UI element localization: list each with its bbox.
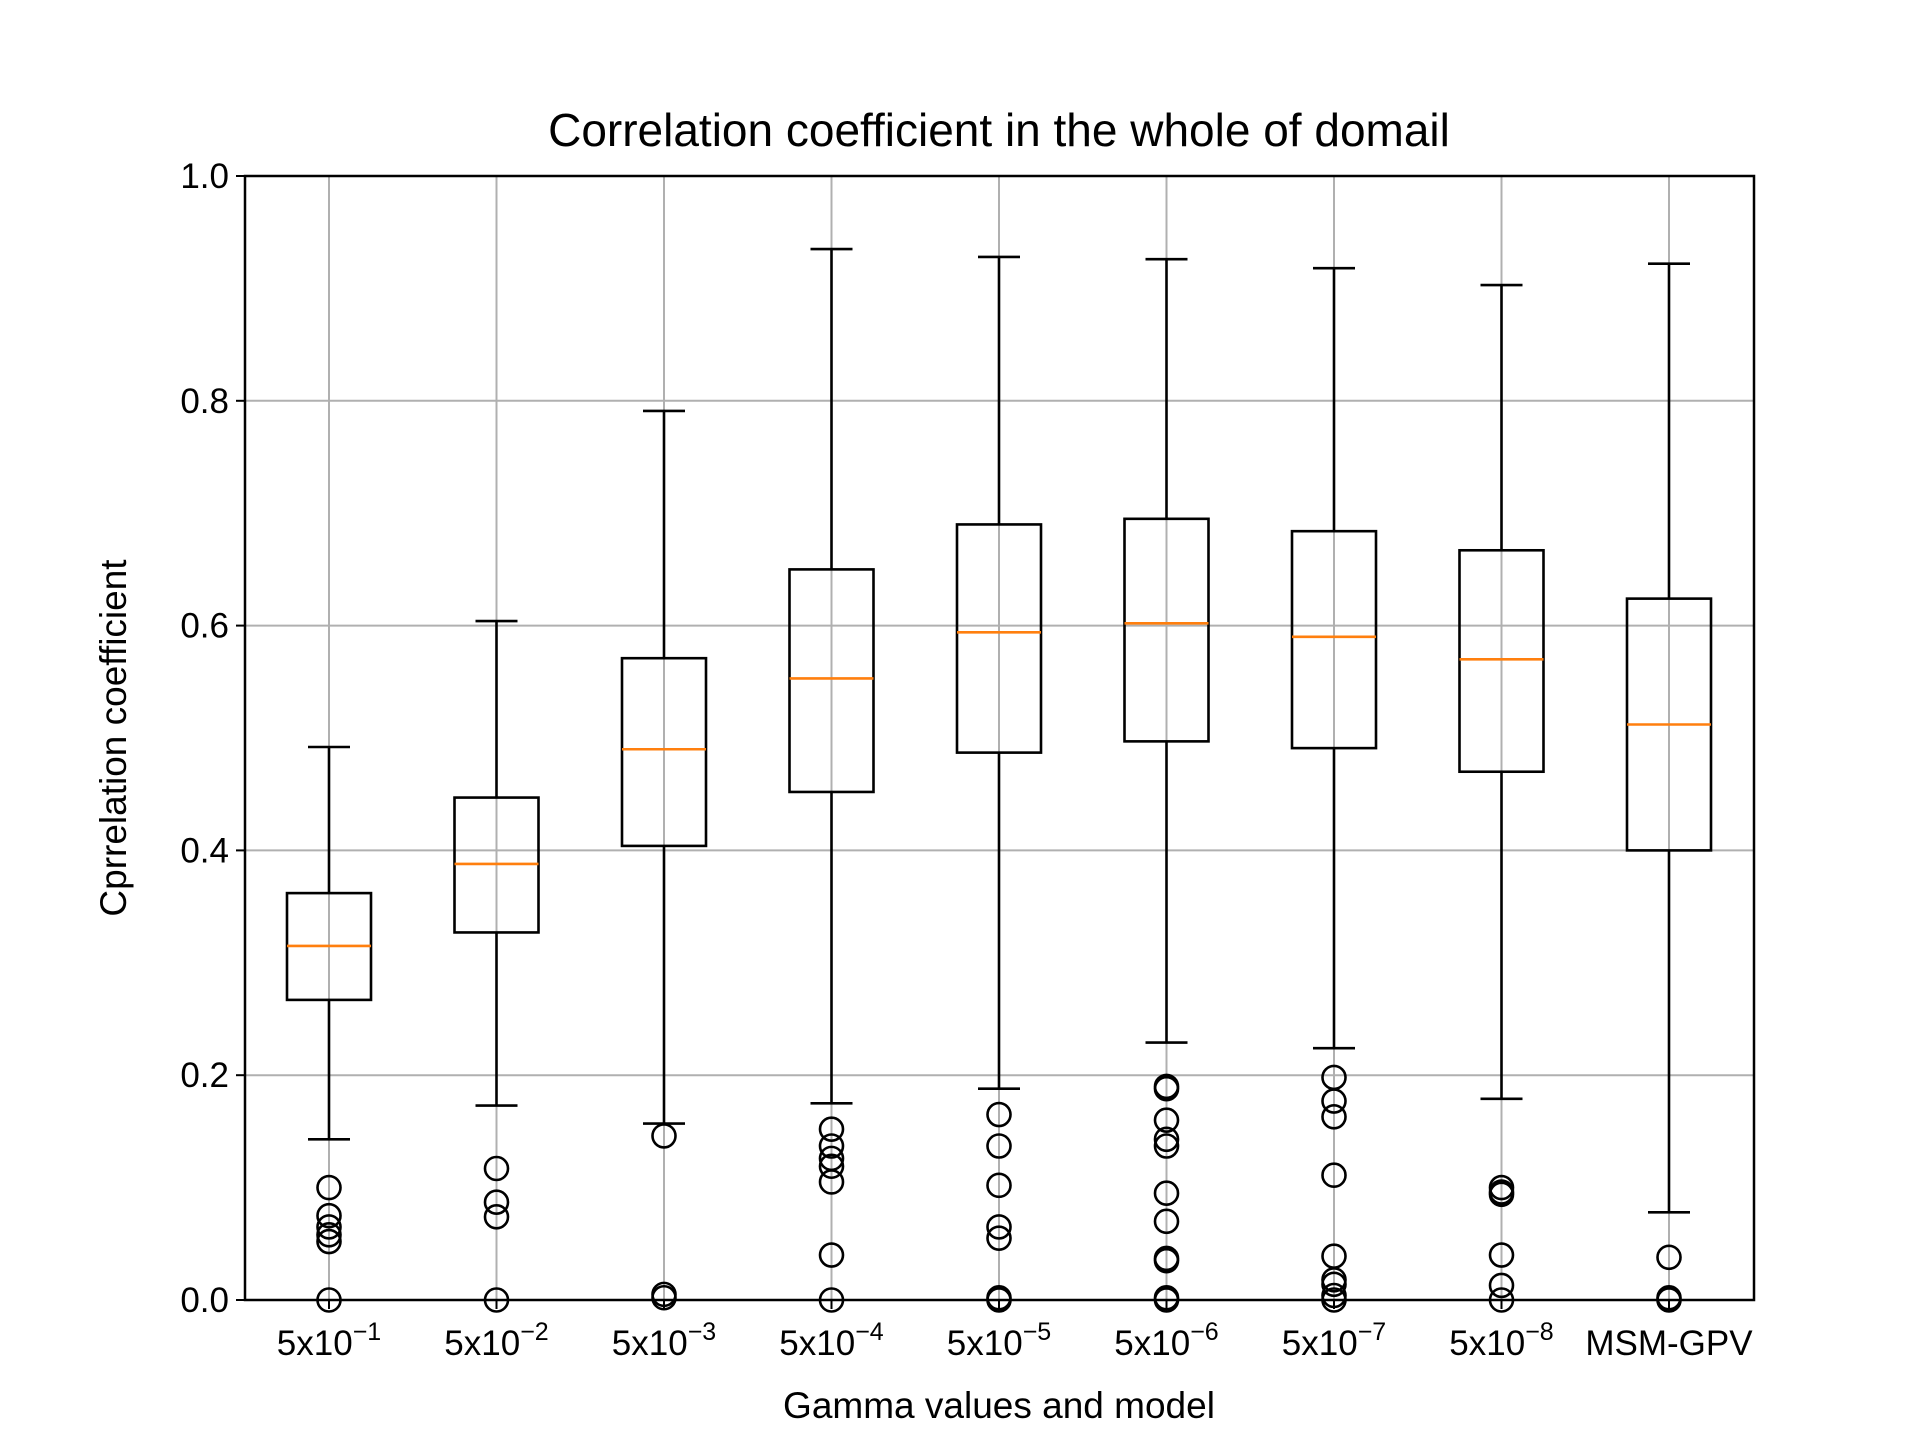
x-tick-label-base: 5x10 [444, 1324, 520, 1363]
outlier-point [651, 1284, 677, 1311]
outlier-point [1488, 1242, 1515, 1268]
outlier-point [1488, 1272, 1515, 1299]
outlier-point [1153, 1133, 1180, 1159]
outlier-point [1153, 1180, 1180, 1207]
x-tick-label-base: 5x10 [1282, 1324, 1358, 1363]
y-tick-label: 1.0 [180, 157, 229, 196]
x-tick-label-exponent: −2 [520, 1318, 549, 1346]
iqr-box [1458, 548, 1545, 774]
outlier-point [818, 1169, 845, 1195]
x-axis-label: Gamma values and model [783, 1385, 1215, 1426]
outlier-point [1656, 1244, 1682, 1271]
outlier-point [316, 1228, 342, 1255]
outlier-point [1153, 1075, 1180, 1102]
outlier-point [1488, 1181, 1515, 1208]
x-tick-label: MSM-GPV [1585, 1324, 1753, 1363]
outlier-point [651, 1123, 677, 1149]
x-tick-label-base: MSM-GPV [1585, 1324, 1753, 1363]
y-axis-label: Cprrelation coefficient [93, 559, 134, 917]
outlier-point [986, 1214, 1012, 1240]
y-tick-label: 0.6 [180, 607, 229, 646]
x-tick-label-base: 5x10 [1114, 1324, 1190, 1363]
x-tick-label: 5x10−4 [779, 1318, 884, 1363]
x-tick-label: 5x10−6 [1114, 1318, 1218, 1363]
outlier-point [1321, 1103, 1347, 1130]
outlier-point [1153, 1107, 1180, 1133]
x-tick-label-exponent: −4 [855, 1318, 884, 1346]
y-tick-label: 0.2 [180, 1056, 229, 1095]
y-tick-label: 0.4 [180, 831, 229, 870]
outlier-point [1321, 1162, 1347, 1189]
outlier-point [1153, 1247, 1180, 1274]
iqr-box [620, 656, 708, 848]
x-tick-label-base: 5x10 [779, 1324, 855, 1363]
outlier-point [1321, 1088, 1347, 1114]
outlier-point [316, 1222, 342, 1248]
iqr-box [788, 568, 875, 794]
y-tick-label: 0.0 [180, 1281, 229, 1320]
x-tick-label-exponent: −7 [1358, 1318, 1387, 1346]
box-group [453, 619, 540, 1313]
box-group [620, 409, 708, 1311]
x-tick-label: 5x10−2 [444, 1318, 548, 1363]
x-tick-label-exponent: −3 [688, 1318, 717, 1346]
x-tick-label: 5x10−8 [1449, 1318, 1553, 1363]
box-group [285, 745, 373, 1313]
y-tick-label: 0.8 [180, 382, 229, 421]
x-tick-label-exponent: −1 [353, 1318, 382, 1346]
outlier-point [986, 1225, 1012, 1251]
outlier-point [818, 1153, 845, 1180]
x-tick-label-base: 5x10 [277, 1324, 353, 1363]
outlier-point [986, 1101, 1012, 1128]
box-group [1458, 283, 1545, 1313]
x-tick-label-exponent: −5 [1023, 1318, 1052, 1346]
outlier-point [818, 1133, 845, 1159]
iqr-box [1290, 529, 1378, 750]
outlier-point [483, 1189, 510, 1216]
outlier-point [1321, 1271, 1347, 1298]
outlier-point [986, 1172, 1012, 1199]
outlier-point [316, 1174, 342, 1201]
x-tick-label-base: 5x10 [1449, 1324, 1525, 1363]
box-group [1625, 262, 1713, 1313]
outlier-point [316, 1202, 342, 1229]
x-tick-label-exponent: −6 [1190, 1318, 1219, 1346]
outlier-point [316, 1214, 342, 1240]
box-group [1123, 257, 1210, 1313]
x-tick-label: 5x10−1 [277, 1318, 381, 1363]
x-tick-label: 5x10−3 [612, 1318, 716, 1363]
box-layer [285, 247, 1713, 1313]
outlier-point [1153, 1208, 1180, 1235]
x-tick-label: 5x10−5 [947, 1318, 1051, 1363]
box-group [788, 247, 875, 1313]
x-tick-label-exponent: −8 [1525, 1318, 1554, 1346]
outlier-point [986, 1133, 1012, 1159]
outlier-point [483, 1204, 510, 1230]
box-group [955, 255, 1043, 1313]
chart-title: Correlation coefficient in the whole of … [548, 104, 1450, 156]
x-tick-label-base: 5x10 [947, 1324, 1023, 1363]
x-tick-label: 5x10−7 [1282, 1318, 1386, 1363]
iqr-box [1123, 517, 1210, 743]
outlier-point [1153, 1126, 1180, 1153]
iqr-box [955, 523, 1043, 754]
x-tick-label-base: 5x10 [612, 1324, 688, 1363]
box-group [1290, 266, 1378, 1313]
outlier-point [818, 1116, 845, 1142]
outlier-point [818, 1242, 845, 1268]
outlier-point [483, 1155, 510, 1182]
